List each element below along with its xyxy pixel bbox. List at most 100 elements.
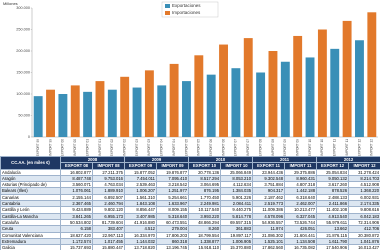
x-tick-label: IMPORT 04 xyxy=(172,139,176,156)
bar xyxy=(83,91,93,137)
cell: 15.737.693 xyxy=(60,244,93,250)
bar xyxy=(33,96,43,137)
cell: 16.013.427 xyxy=(348,244,380,250)
legend-label: Exportaciones xyxy=(172,3,201,8)
bar xyxy=(305,57,315,138)
y-tick-label: 100.000 xyxy=(16,92,30,96)
x-tick-label: EXPORT 05 xyxy=(184,139,188,156)
y-tick-label: 250.000 xyxy=(16,28,30,32)
bar xyxy=(70,85,80,137)
x-tick-label: EXPORT 99 xyxy=(36,139,40,156)
bar xyxy=(317,29,327,137)
table-row: Andalucía 16.802.877 27.211.375 15.877.052 1… xyxy=(0,168,380,176)
bar xyxy=(330,48,340,137)
bar xyxy=(206,74,216,137)
x-tick-label: IMPORT 02 xyxy=(123,139,127,156)
x-tick-label: EXPORT 11 xyxy=(333,139,337,156)
bar xyxy=(169,63,179,137)
x-tick-label: EXPORT 04 xyxy=(160,139,164,156)
legend-box xyxy=(161,1,219,18)
x-tick-label: IMPORT 09 xyxy=(296,139,300,156)
bar xyxy=(268,51,278,137)
legend-swatch xyxy=(165,4,170,8)
column-header: IMPORT 10 xyxy=(220,162,254,170)
cell: 69.557.315 xyxy=(220,218,254,227)
year-header: 2010 xyxy=(188,155,254,164)
cell: 60.473.551 xyxy=(156,218,190,227)
bar xyxy=(219,44,228,137)
table-row: Comunitat Valenciana 18.627.420 22.967.113… xyxy=(0,231,380,239)
bar xyxy=(355,40,364,137)
cell: 22.967.113 xyxy=(91,231,126,239)
y-tick-label: 150.000 xyxy=(16,71,30,75)
x-tick-label: EXPORT 08 xyxy=(258,139,262,156)
cell: 9.440.275 xyxy=(220,206,254,214)
cell: 13.718.820 xyxy=(124,244,158,250)
cell: 3.218.542 xyxy=(156,181,190,189)
cell: 16.735.082 xyxy=(284,244,318,250)
x-tick-label: IMPORT 12 xyxy=(370,139,374,156)
cell: 5.318.640 xyxy=(156,212,190,220)
cell: 4.112.634 xyxy=(220,181,254,189)
x-tick-label: EXPORT 01 xyxy=(85,139,89,156)
bar xyxy=(293,35,303,138)
cell: 383.407 xyxy=(91,225,126,233)
bar xyxy=(58,94,68,137)
bar xyxy=(243,38,253,137)
cell: 25.066.849 xyxy=(220,168,254,176)
data-table: CC.AA. (en miles €) 2008 2009 2010 2011 2012 E… xyxy=(0,155,380,250)
cell: 279.004 xyxy=(156,225,190,233)
cell: 8.009.155 xyxy=(156,206,190,214)
y-tick-label: 300.000 xyxy=(16,6,30,10)
column-header: EXPORT 11 xyxy=(252,162,286,170)
column-header: EXPORT 09 xyxy=(124,162,158,170)
column-header: EXPORT 10 xyxy=(188,162,222,170)
cell: 6.892.507 xyxy=(91,193,126,202)
bar xyxy=(367,12,377,137)
x-tick-label: EXPORT 02 xyxy=(110,139,114,156)
table-row: Castilla-La Mancha 3.841.265 6.955.173 3.40… xyxy=(0,212,380,220)
x-tick-label: EXPORT 12 xyxy=(357,139,361,156)
bar xyxy=(46,89,55,137)
column-header: IMPORT 12 xyxy=(348,162,380,170)
cell: 17.806.203 xyxy=(156,231,190,239)
cell: 5.254.661 xyxy=(156,193,190,202)
x-tick-label: EXPORT 09 xyxy=(283,139,287,156)
cell: 5.901.226 xyxy=(220,193,254,202)
x-tick-label: IMPORT 05 xyxy=(197,139,201,156)
cell: 81.739.604 xyxy=(91,218,126,227)
column-header: EXPORT 08 xyxy=(60,162,93,170)
x-tick-label: IMPORT 99 xyxy=(48,139,52,156)
table-row: Ceuta 6.158 383.407 4.512 279.004 8.260 361.88… xyxy=(0,225,380,233)
x-tick-label: IMPORT 06 xyxy=(221,139,225,156)
y-axis-label: Millones xyxy=(3,1,18,6)
cell: 13.196.745 xyxy=(156,244,190,250)
legend-label: Importaciones xyxy=(172,10,201,15)
x-tick-label: EXPORT 03 xyxy=(135,139,139,156)
bar xyxy=(120,76,130,137)
bar xyxy=(342,20,352,137)
cell: 19.876.877 xyxy=(156,168,190,176)
cell: 7.095.410 xyxy=(156,174,190,183)
cell: 2.460.794 xyxy=(91,200,126,208)
cell: 15.918.110 xyxy=(188,244,222,250)
cell: 1.017.455 xyxy=(91,237,126,246)
y-tick-label: 200.000 xyxy=(16,49,30,53)
cell: 5.814.778 xyxy=(220,212,254,220)
cell: 1.384.035 xyxy=(220,187,254,195)
bar xyxy=(95,81,105,137)
bar xyxy=(132,87,142,137)
table-row: Galicia 15.737.693 15.880.447 13.718.820 13.… xyxy=(0,244,380,250)
cell: 8.053.210 xyxy=(220,174,254,183)
legend-swatch xyxy=(165,11,170,15)
bar xyxy=(157,85,167,137)
y-tick-label: 0 xyxy=(28,135,30,139)
x-tick-label: EXPORT 00 xyxy=(61,139,65,156)
x-tick-label: IMPORT 01 xyxy=(98,139,102,156)
cell: 4.763.034 xyxy=(91,181,126,189)
table-row: Cataluña 50.534.802 81.739.604 41.916.880 60… xyxy=(0,218,380,227)
cell: 9.802.120 xyxy=(91,206,126,214)
x-tick-label: IMPORT 07 xyxy=(246,139,250,156)
cell: 1.251.977 xyxy=(156,187,190,195)
